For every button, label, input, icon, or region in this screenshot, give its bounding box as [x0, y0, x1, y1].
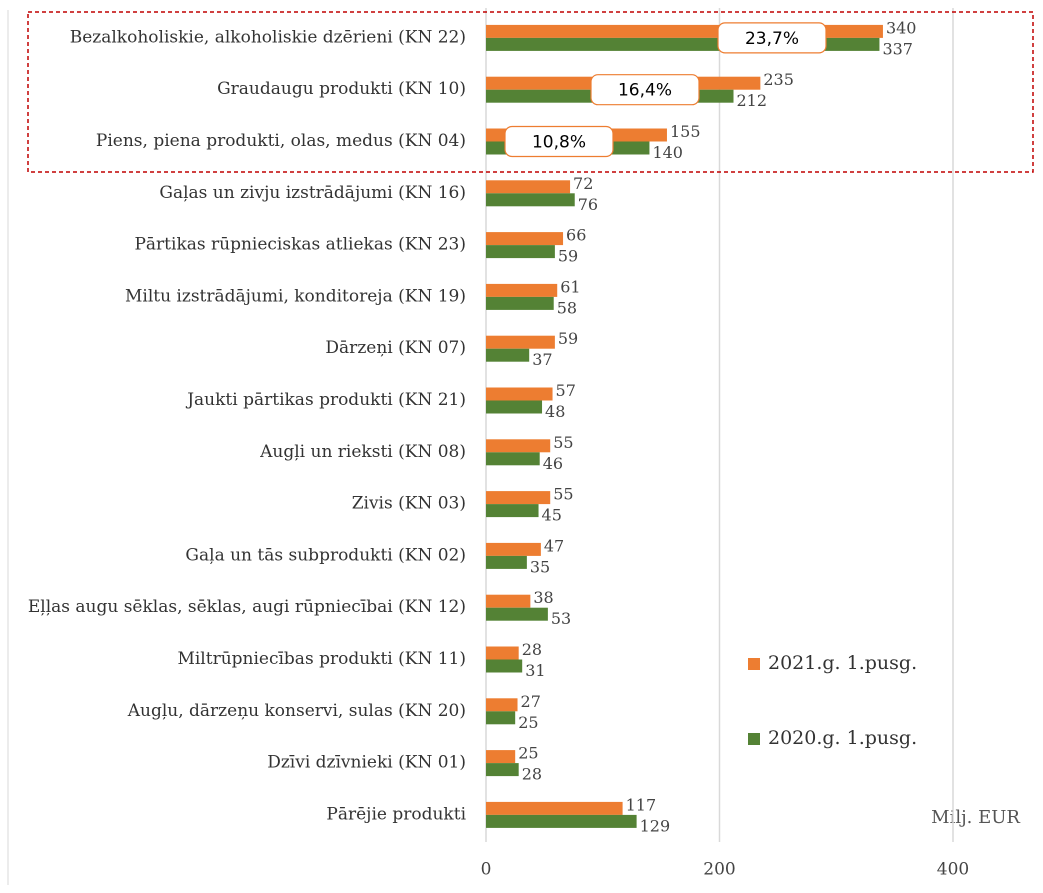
data-label: 35	[530, 557, 550, 576]
bar	[486, 801, 623, 815]
data-label: 25	[518, 744, 538, 763]
bar	[486, 452, 540, 466]
category-label: Miltu izstrādājumi, konditoreja (KN 19)	[125, 286, 466, 306]
category-label: Dzīvi dzīvnieki (KN 01)	[267, 753, 466, 773]
annotation-box	[504, 125, 614, 158]
data-label: 66	[566, 226, 586, 245]
bar	[486, 400, 543, 414]
data-label: 117	[626, 795, 657, 814]
category-label: Augļu, dārzeņu konservi, sulas (KN 20)	[127, 701, 466, 721]
legend-swatch	[748, 733, 760, 745]
data-label: 37	[532, 350, 552, 369]
category-label: Augļi un rieksti (KN 08)	[259, 442, 466, 462]
bar	[486, 542, 541, 556]
bar	[486, 180, 571, 194]
bar	[486, 555, 527, 569]
bar	[486, 594, 531, 608]
bar	[486, 387, 553, 401]
category-label: Bezalkoholiskie, alkoholiskie dzērieni (…	[70, 27, 466, 47]
data-label: 76	[578, 195, 598, 214]
legend-label: 2021.g. 1.pusg.	[768, 652, 917, 674]
bar	[486, 193, 575, 207]
data-label: 55	[553, 485, 573, 504]
data-label: 59	[558, 329, 578, 348]
x-tick-label: 400	[937, 860, 969, 880]
data-label: 28	[522, 640, 542, 659]
bar	[486, 348, 530, 362]
highlight-box	[27, 11, 1034, 173]
data-label: 72	[573, 174, 593, 193]
data-label: 340	[886, 18, 917, 37]
category-label: Jaukti pārtikas produkti (KN 21)	[185, 390, 466, 410]
bar	[486, 245, 555, 259]
category-label: Dārzeņi (KN 07)	[325, 338, 466, 358]
x-tick-label: 0	[481, 860, 492, 880]
data-label: 46	[543, 454, 563, 473]
legend-swatch	[748, 658, 760, 670]
category-label: Zivis (KN 03)	[352, 494, 466, 514]
data-label: 235	[763, 70, 794, 89]
data-label: 59	[558, 247, 578, 266]
bar	[486, 335, 555, 349]
category-label: Graudaugu produkti (KN 10)	[217, 79, 466, 99]
bar	[486, 646, 519, 660]
annotation: 23,7%	[745, 29, 799, 49]
annotation-box	[590, 74, 700, 106]
data-label: 337	[882, 39, 913, 58]
data-label: 58	[557, 298, 577, 317]
data-label: 212	[737, 91, 768, 110]
category-label: Pārtikas rūpnieciskas atliekas (KN 23)	[134, 235, 466, 255]
category-label: Piens, piena produkti, olas, medus (KN 0…	[96, 131, 466, 151]
data-label: 129	[640, 816, 671, 835]
data-label: 27	[521, 692, 541, 711]
legend-label: 2020.g. 1.pusg.	[768, 727, 917, 749]
category-label: Pārējie produkti	[326, 804, 466, 824]
data-label: 53	[551, 609, 571, 628]
data-label: 45	[542, 506, 562, 525]
bar	[486, 283, 558, 297]
data-label: 155	[670, 122, 701, 141]
data-label: 28	[522, 765, 542, 784]
data-label: 61	[560, 277, 580, 296]
bar	[486, 607, 548, 621]
bar	[486, 659, 523, 673]
bar	[486, 698, 518, 712]
bar	[486, 232, 564, 246]
bar	[486, 711, 516, 725]
annotation: 10,8%	[532, 133, 586, 153]
bar	[486, 296, 554, 310]
data-label: 38	[533, 588, 553, 607]
data-label: 57	[556, 381, 576, 400]
annotation: 16,4%	[618, 81, 672, 101]
bar	[486, 814, 637, 828]
category-label: Gaļas un zivju izstrādājumi (KN 16)	[159, 183, 466, 203]
bar	[486, 750, 516, 764]
data-label: 31	[525, 661, 545, 680]
bar	[486, 763, 519, 777]
bar	[486, 439, 551, 453]
unit-label: Milj. EUR	[931, 807, 1020, 828]
data-label: 55	[553, 433, 573, 452]
data-label: 140	[652, 143, 683, 162]
bar	[486, 504, 539, 518]
data-label: 48	[545, 402, 565, 421]
category-label: Eļļas augu sēklas, sēklas, augi rūpniecī…	[28, 597, 466, 617]
data-label: 47	[544, 536, 564, 555]
x-tick-label: 200	[703, 860, 735, 880]
data-label: 25	[518, 713, 538, 732]
annotation-box	[717, 22, 827, 54]
category-label: Miltrūpniecības produkti (KN 11)	[177, 649, 466, 669]
category-label: Gaļa un tās subprodukti (KN 02)	[185, 545, 466, 565]
bar	[486, 491, 551, 505]
